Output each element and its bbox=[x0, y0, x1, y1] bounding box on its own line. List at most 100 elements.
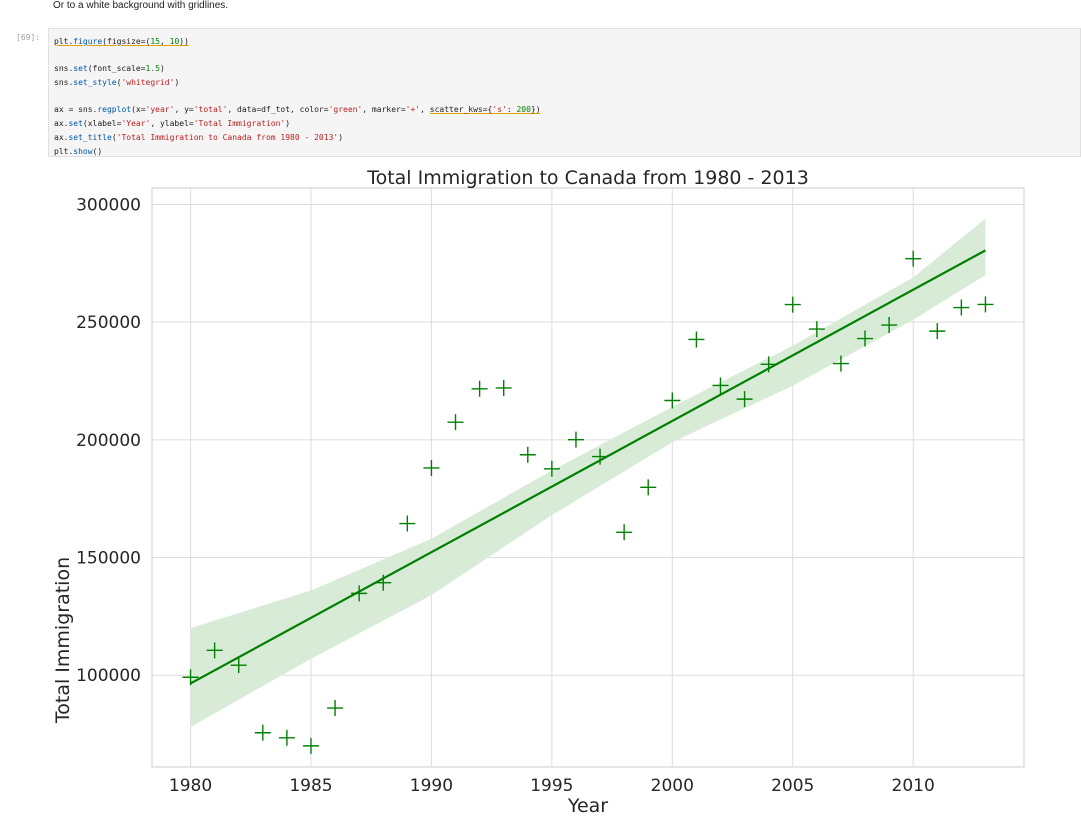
code-line bbox=[54, 90, 541, 104]
code-token: set bbox=[68, 119, 83, 129]
code-cell[interactable]: plt.figure(figsize=(15, 10)) sns.set(font… bbox=[48, 28, 1081, 157]
markdown-text: Or to a white background with gridlines. bbox=[53, 0, 229, 11]
code-token: ) bbox=[159, 64, 165, 74]
plot-area bbox=[151, 187, 1025, 768]
code-token: , bbox=[160, 37, 170, 46]
data-point bbox=[760, 356, 777, 373]
y-tick-label: 100000 bbox=[76, 666, 141, 686]
code-token: sns. bbox=[54, 78, 74, 88]
code-token: ( bbox=[102, 37, 107, 46]
code-token: sns. bbox=[54, 64, 74, 74]
code-token: 15 bbox=[150, 37, 160, 46]
code-token: figsize bbox=[107, 37, 141, 46]
x-axis-label: Year bbox=[567, 795, 608, 817]
data-point bbox=[327, 700, 344, 717]
data-point bbox=[929, 323, 946, 340]
data-point bbox=[688, 331, 705, 348]
x-tick-label: 1995 bbox=[530, 776, 573, 796]
data-point bbox=[471, 380, 488, 397]
y-tick-label: 300000 bbox=[76, 195, 141, 215]
y-tick-labels: 100000 150000 200000 250000 300000 bbox=[76, 195, 141, 686]
code-token: (x= bbox=[131, 105, 146, 115]
chart-title: Total Immigration to Canada from 1980 - … bbox=[366, 167, 809, 189]
code-line bbox=[54, 49, 541, 63]
data-point bbox=[182, 669, 199, 686]
code-token: ( bbox=[111, 132, 117, 142]
code-token: )) bbox=[179, 37, 189, 46]
x-gridlines bbox=[190, 188, 914, 767]
data-point bbox=[857, 330, 874, 347]
data-point bbox=[543, 460, 560, 477]
code-token: 10 bbox=[169, 37, 180, 46]
code-token: 's' bbox=[492, 105, 507, 115]
x-tick-label: 1980 bbox=[169, 776, 212, 796]
code-token: =( bbox=[140, 37, 151, 46]
code-token: figure bbox=[73, 37, 103, 46]
data-point bbox=[302, 737, 319, 754]
code-token: 'Total Immigration to Canada from 1980 -… bbox=[116, 132, 339, 142]
data-point bbox=[447, 414, 464, 431]
data-point bbox=[712, 377, 729, 394]
code-token: , ylabel= bbox=[150, 119, 194, 129]
data-point bbox=[808, 321, 825, 338]
data-point bbox=[977, 296, 994, 313]
data-point bbox=[640, 479, 657, 496]
code-token: set_title bbox=[68, 132, 112, 142]
code-token: 'year' bbox=[145, 105, 175, 115]
code-token: 200 bbox=[516, 105, 531, 115]
code-token: , data=df_tot, color= bbox=[227, 105, 329, 115]
code-line: ax.set_title('Total Immigration to Canad… bbox=[54, 131, 541, 145]
code-token: ) bbox=[174, 78, 180, 88]
code-line: ax = sns.regplot(x='year', y='total', da… bbox=[54, 103, 541, 117]
data-point bbox=[784, 296, 801, 313]
code-token: , y= bbox=[174, 105, 194, 115]
code-token: 'Year' bbox=[121, 119, 151, 129]
x-tick-label: 2000 bbox=[651, 776, 694, 796]
data-point bbox=[736, 391, 753, 408]
data-point bbox=[567, 431, 584, 448]
code-token: scatter_kws={ bbox=[429, 105, 493, 115]
code-token: 'whitegrid' bbox=[121, 78, 175, 88]
code-token: ) bbox=[285, 119, 291, 129]
code-token: ax. bbox=[54, 119, 69, 129]
code-line: plt.figure(figsize=(15, 10)) bbox=[54, 35, 541, 49]
code-line: plt.show() bbox=[54, 145, 541, 159]
data-point bbox=[832, 355, 849, 372]
regression-line bbox=[190, 249, 986, 685]
code-editor[interactable]: plt.figure(figsize=(15, 10)) sns.set(font… bbox=[54, 35, 541, 158]
data-point bbox=[664, 392, 681, 409]
y-tick-label: 250000 bbox=[76, 313, 141, 333]
code-token: show bbox=[73, 146, 93, 156]
code-token: (font_scale= bbox=[87, 64, 146, 74]
confidence-band bbox=[190, 218, 986, 727]
data-point bbox=[905, 250, 922, 267]
code-token: 1.5 bbox=[145, 64, 160, 74]
code-token: 'green' bbox=[328, 105, 363, 115]
x-tick-labels: 1980 1985 1990 1995 2000 2005 2010 bbox=[169, 776, 935, 796]
code-token: ax = sns. bbox=[54, 105, 98, 115]
code-token: plt. bbox=[54, 146, 74, 156]
data-point bbox=[375, 574, 392, 591]
data-point bbox=[206, 642, 223, 659]
scatter-points bbox=[182, 250, 994, 754]
code-token: () bbox=[92, 146, 103, 156]
data-point bbox=[519, 446, 536, 463]
x-tick-label: 2010 bbox=[892, 776, 935, 796]
code-token: , marker= bbox=[362, 105, 406, 115]
code-line: ax.set(xlabel='Year', ylabel='Total Immi… bbox=[54, 117, 541, 131]
code-line: sns.set(font_scale=1.5) bbox=[54, 62, 541, 76]
data-point bbox=[351, 585, 368, 602]
x-tick-label: 1990 bbox=[410, 776, 453, 796]
y-tick-label: 200000 bbox=[76, 431, 141, 451]
code-token: 'total' bbox=[193, 105, 228, 115]
code-token: 'Total Immigration' bbox=[193, 119, 286, 129]
data-point bbox=[495, 379, 512, 396]
code-token: plt. bbox=[54, 37, 74, 46]
data-point bbox=[423, 459, 440, 476]
code-token: ) bbox=[338, 132, 344, 142]
code-token: regplot bbox=[97, 105, 132, 115]
data-point bbox=[881, 317, 898, 334]
code-token: ax. bbox=[54, 132, 69, 142]
x-tick-label: 2005 bbox=[771, 776, 814, 796]
